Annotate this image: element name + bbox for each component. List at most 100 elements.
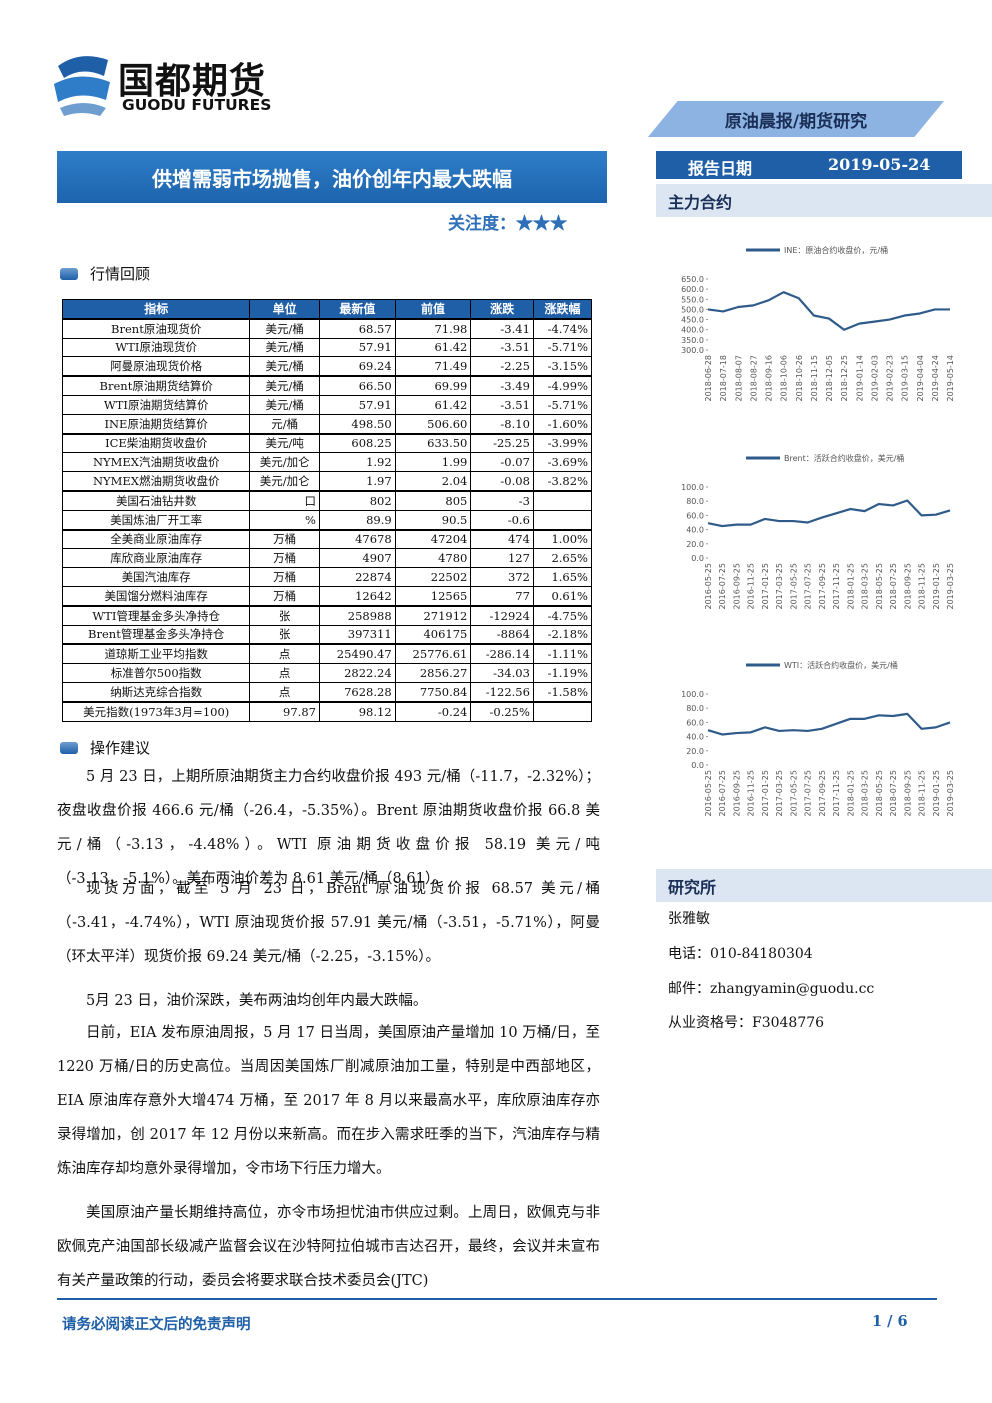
x-tick-label: 2018-12-25 — [840, 355, 849, 402]
y-tick-label: 0.0 — [691, 761, 704, 770]
table-cell: 万桶 — [249, 548, 320, 569]
table-cell: -34.03 — [470, 663, 534, 683]
footer-rule — [57, 1298, 937, 1300]
x-tick-label: 2017-07-25 — [804, 563, 813, 610]
legend-label: INE：原油合约收盘价，元/桶 — [784, 245, 888, 255]
table-cell: 美元/桶 — [249, 317, 320, 339]
table-cell: -0.07 — [470, 452, 534, 473]
table-cell: 库欣商业原油库存 — [61, 548, 251, 569]
table-cell: 397311 — [318, 624, 396, 645]
x-tick-label: 2017-05-25 — [789, 770, 798, 817]
table-cell: 22874 — [318, 567, 396, 587]
table-cell: 68.57 — [318, 317, 396, 339]
date-value: 2019-05-24 — [828, 155, 931, 174]
chart: 0.0 20.0 40.0 60.0 80.0 100.0 2016-05-25 2016-0… — [681, 453, 955, 610]
y-tick-label: 40.0 — [686, 733, 704, 742]
table-cell: 1.65% — [532, 567, 593, 587]
table-cell: 美元/加仑 — [249, 471, 320, 492]
table-cell: 271912 — [394, 604, 472, 626]
y-tick-label: 20.0 — [686, 540, 704, 549]
table-cell: 22502 — [394, 567, 472, 587]
table-row: WTI原油现货价 美元/桶 57.91 61.42 -3.51 -5.71% — [61, 337, 593, 358]
x-tick-label: 2016-05-25 — [704, 770, 713, 817]
x-tick-label: 2017-01-25 — [761, 563, 770, 610]
table-cell: 69.24 — [318, 356, 396, 377]
section-head: 操作建议 — [60, 737, 150, 758]
table-cell: 98.12 — [318, 700, 396, 722]
table-cell: -0.6 — [470, 509, 534, 531]
table-row: WTI管理基金多头净持仓张 258988 271912 -12924 -4.75% — [61, 604, 593, 626]
table-cell: 127 — [470, 548, 534, 569]
x-tick-label: 2018-11-25 — [918, 563, 927, 610]
x-tick-label: 2018-08-07 — [734, 355, 743, 402]
table-cell: -3.51 — [470, 394, 534, 415]
table-cell: Brent原油期货结算价 — [61, 375, 251, 396]
table-row: NYMEX汽油期货收盘价 美元/加仑 1.92 1.99 -0.07 -3.69% — [61, 452, 593, 473]
y-tick-label: 60.0 — [686, 511, 704, 520]
table-row: 美国石油钻井数口 802 805 -3 — [61, 489, 593, 511]
disclaimer: 请务必阅读正文后的免责声明 — [62, 1316, 251, 1333]
x-tick-label: 2018-05-25 — [875, 563, 884, 610]
table-cell: WTI管理基金多头净持仓 — [61, 604, 251, 626]
table-cell: -0.08 — [470, 471, 534, 492]
table-cell: -8.10 — [470, 413, 534, 435]
table-row: 纳斯达克综合指数点 7628.28 7750.84 -122.56 -1.58% — [61, 681, 593, 703]
table-cell: Brent管理基金多头净持仓 — [61, 624, 251, 645]
x-tick-label: 2017-07-25 — [804, 770, 813, 817]
x-tick-label: 2019-03-25 — [946, 563, 955, 610]
table-cell: 802 — [318, 489, 396, 511]
header-cell: 最新值 — [318, 298, 396, 320]
table-cell: 标准普尔500指数 — [61, 663, 251, 683]
side-heading: 研究所 — [656, 869, 992, 902]
x-tick-label: 2017-11-25 — [832, 563, 841, 610]
table-cell: -1.60% — [532, 413, 593, 435]
series-line — [707, 712, 951, 736]
y-tick-label: 450.0 — [681, 316, 704, 325]
paragraph: 美国原油产量长期维持高位，亦令市场担忧油市供应过剩。上周日，欧佩克与非欧佩克产油… — [57, 1205, 600, 1289]
table-cell: 25776.61 — [394, 643, 472, 665]
table-row: 道琼斯工业平均指数点 25490.47 25776.61 -286.14 -1.11% — [61, 643, 593, 665]
header-row: 指标 单位 最新值 前值 涨跌 涨跌幅 — [61, 298, 593, 320]
table-cell: 美元/桶 — [249, 394, 320, 415]
table-cell — [532, 489, 593, 511]
table-cell: 406175 — [394, 624, 472, 645]
table-cell: 美元指数(1973年3月=100) — [61, 700, 251, 722]
chart: 0.0 20.0 40.0 60.0 80.0 100.0 2016-05-25 2016-0… — [681, 660, 955, 817]
y-tick-label: 300.0 — [681, 346, 704, 355]
table-cell: 美元/加仑 — [249, 452, 320, 473]
table-cell: 美元/吨 — [249, 432, 320, 454]
table-cell: -122.56 — [470, 681, 534, 703]
table-cell: WTI原油现货价 — [61, 337, 251, 358]
table-cell: 57.91 — [318, 394, 396, 415]
table-cell: 25490.47 — [318, 643, 396, 665]
x-tick-label: 2017-09-25 — [818, 770, 827, 817]
table-cell: 66.50 — [318, 375, 396, 396]
table-cell: 点 — [249, 681, 320, 703]
table-row: 美国馏分燃料油库存 万桶 12642 12565 77 0.61% — [61, 585, 593, 607]
logo-mark — [54, 56, 110, 116]
table-cell: 万桶 — [249, 585, 320, 607]
table-row: Brent管理基金多头净持仓张 397311 406175 -8864 -2.18% — [61, 624, 593, 645]
table-cell: -4.99% — [532, 375, 593, 396]
table-cell: 258988 — [318, 604, 396, 626]
date-label: 报告日期 — [688, 159, 753, 178]
table-cell: 89.9 — [318, 509, 396, 531]
table-cell: 7628.28 — [318, 681, 396, 703]
y-tick-label: 40.0 — [686, 526, 704, 535]
x-tick-label: 2018-10-06 — [780, 355, 789, 402]
paragraph: 现货方面，截至 5 月 23 日，Brent 原油现货价报 68.57 美元/桶… — [57, 881, 600, 965]
table-cell: 口 — [249, 489, 320, 511]
table-cell: -2.25 — [470, 356, 534, 377]
x-tick-label: 2018-12-05 — [825, 355, 834, 402]
series-line — [707, 499, 951, 528]
logo-en: GUODU FUTURES — [122, 96, 272, 114]
table-row: ICE柴油期货收盘价 美元/吨 608.25 633.50 -25.25 -3.99% — [61, 432, 593, 454]
table-row: 阿曼原油现货价格 美元/桶 69.24 71.49 -2.25 -3.15% — [61, 356, 593, 377]
x-tick-label: 2018-01-25 — [846, 770, 855, 817]
logo-cn: 国都期货 — [118, 61, 267, 102]
table-cell: WTI原油期货结算价 — [61, 394, 251, 415]
table-cell: 2822.24 — [318, 663, 396, 683]
table-cell: 805 — [394, 489, 472, 511]
email: 邮件：zhangyamin@guodu.cc — [668, 981, 875, 997]
table-cell: -12924 — [470, 604, 534, 626]
